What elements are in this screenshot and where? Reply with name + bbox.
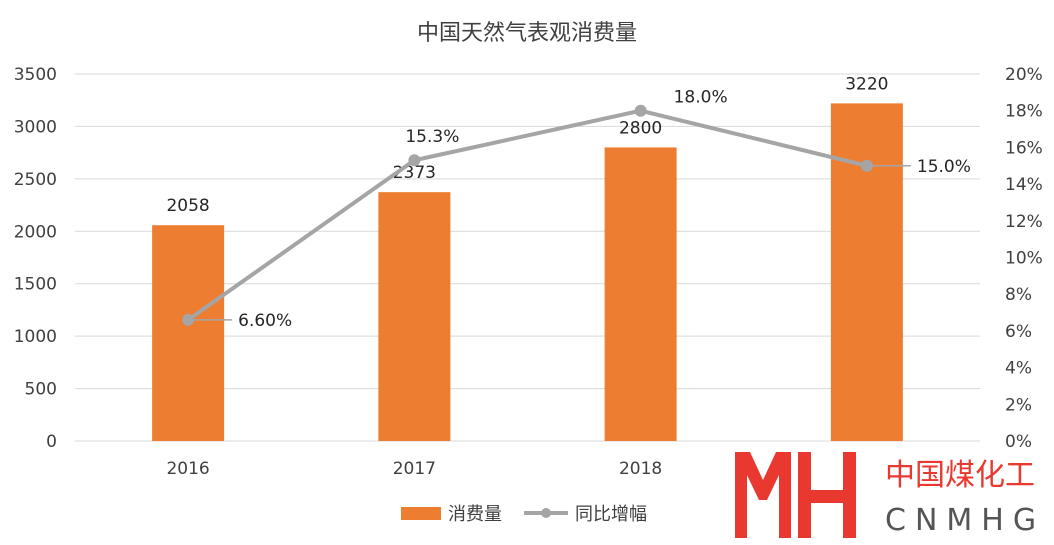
bar-series: [152, 103, 903, 442]
gridlines: [75, 73, 980, 442]
watermark-name-cn: 中国煤化工: [885, 458, 1035, 493]
line-series: [182, 104, 873, 326]
left-tick-label: 3000: [14, 117, 57, 137]
bar-data-label: 2058: [166, 196, 209, 216]
line-point: [860, 159, 873, 172]
series-line: [186, 108, 868, 322]
right-tick-label: 18%: [1005, 102, 1043, 122]
line-data-label: 18.0%: [674, 88, 728, 108]
bar: [378, 192, 451, 441]
left-tick-label: 3500: [14, 65, 57, 85]
bar-data-label: 2800: [619, 118, 662, 138]
right-tick-label: 6%: [1005, 322, 1032, 342]
line-data-label: 15.0%: [917, 157, 971, 177]
right-axis: 0% 2% 4% 6% 8% 10% 12% 14% 16% 18% 20%: [1005, 65, 1043, 452]
line-point: [634, 104, 647, 117]
legend-label-bar: 消费量: [448, 504, 502, 525]
right-tick-label: 2%: [1005, 395, 1032, 415]
right-tick-label: 4%: [1005, 359, 1032, 379]
x-tick-label: 2018: [619, 459, 662, 479]
line-data-label: 15.3%: [405, 127, 459, 147]
watermark-logo: 中国煤化工 CNMHG: [730, 448, 1054, 545]
legend-swatch-bar: [401, 507, 441, 520]
right-tick-label: 20%: [1005, 65, 1043, 85]
line-data-labels: 6.60% 15.3% 18.0% 15.0%: [194, 88, 971, 331]
right-tick-label: 0%: [1005, 432, 1032, 452]
mh-logo-icon: [735, 452, 856, 538]
right-tick-label: 8%: [1005, 285, 1032, 305]
left-tick-label: 2000: [14, 222, 57, 242]
legend-label-line: 同比增幅: [575, 504, 647, 525]
bar: [604, 147, 677, 441]
legend: 消费量 同比增幅: [401, 504, 647, 525]
left-tick-label: 2500: [14, 170, 57, 190]
line-point: [182, 313, 195, 326]
bar: [152, 225, 225, 441]
left-tick-label: 1500: [14, 275, 57, 295]
right-tick-label: 14%: [1005, 175, 1043, 195]
line-point: [408, 154, 421, 167]
right-tick-label: 12%: [1005, 212, 1043, 232]
left-axis: 0 500 1000 1500 2000 2500 3000 3500: [14, 65, 57, 452]
left-tick-label: 0: [46, 432, 57, 452]
right-tick-label: 10%: [1005, 249, 1043, 269]
watermark-name-en: CNMHG: [885, 503, 1045, 538]
bar: [830, 103, 903, 442]
line-data-label: 6.60%: [238, 311, 292, 331]
x-tick-label: 2016: [166, 459, 209, 479]
left-tick-label: 1000: [14, 327, 57, 347]
chart-title: 中国天然气表观消费量: [417, 21, 637, 46]
x-tick-label: 2017: [393, 459, 436, 479]
legend-swatch-marker: [541, 508, 551, 518]
bar-data-label: 3220: [845, 74, 888, 94]
right-tick-label: 16%: [1005, 138, 1043, 158]
left-tick-label: 500: [25, 380, 57, 400]
